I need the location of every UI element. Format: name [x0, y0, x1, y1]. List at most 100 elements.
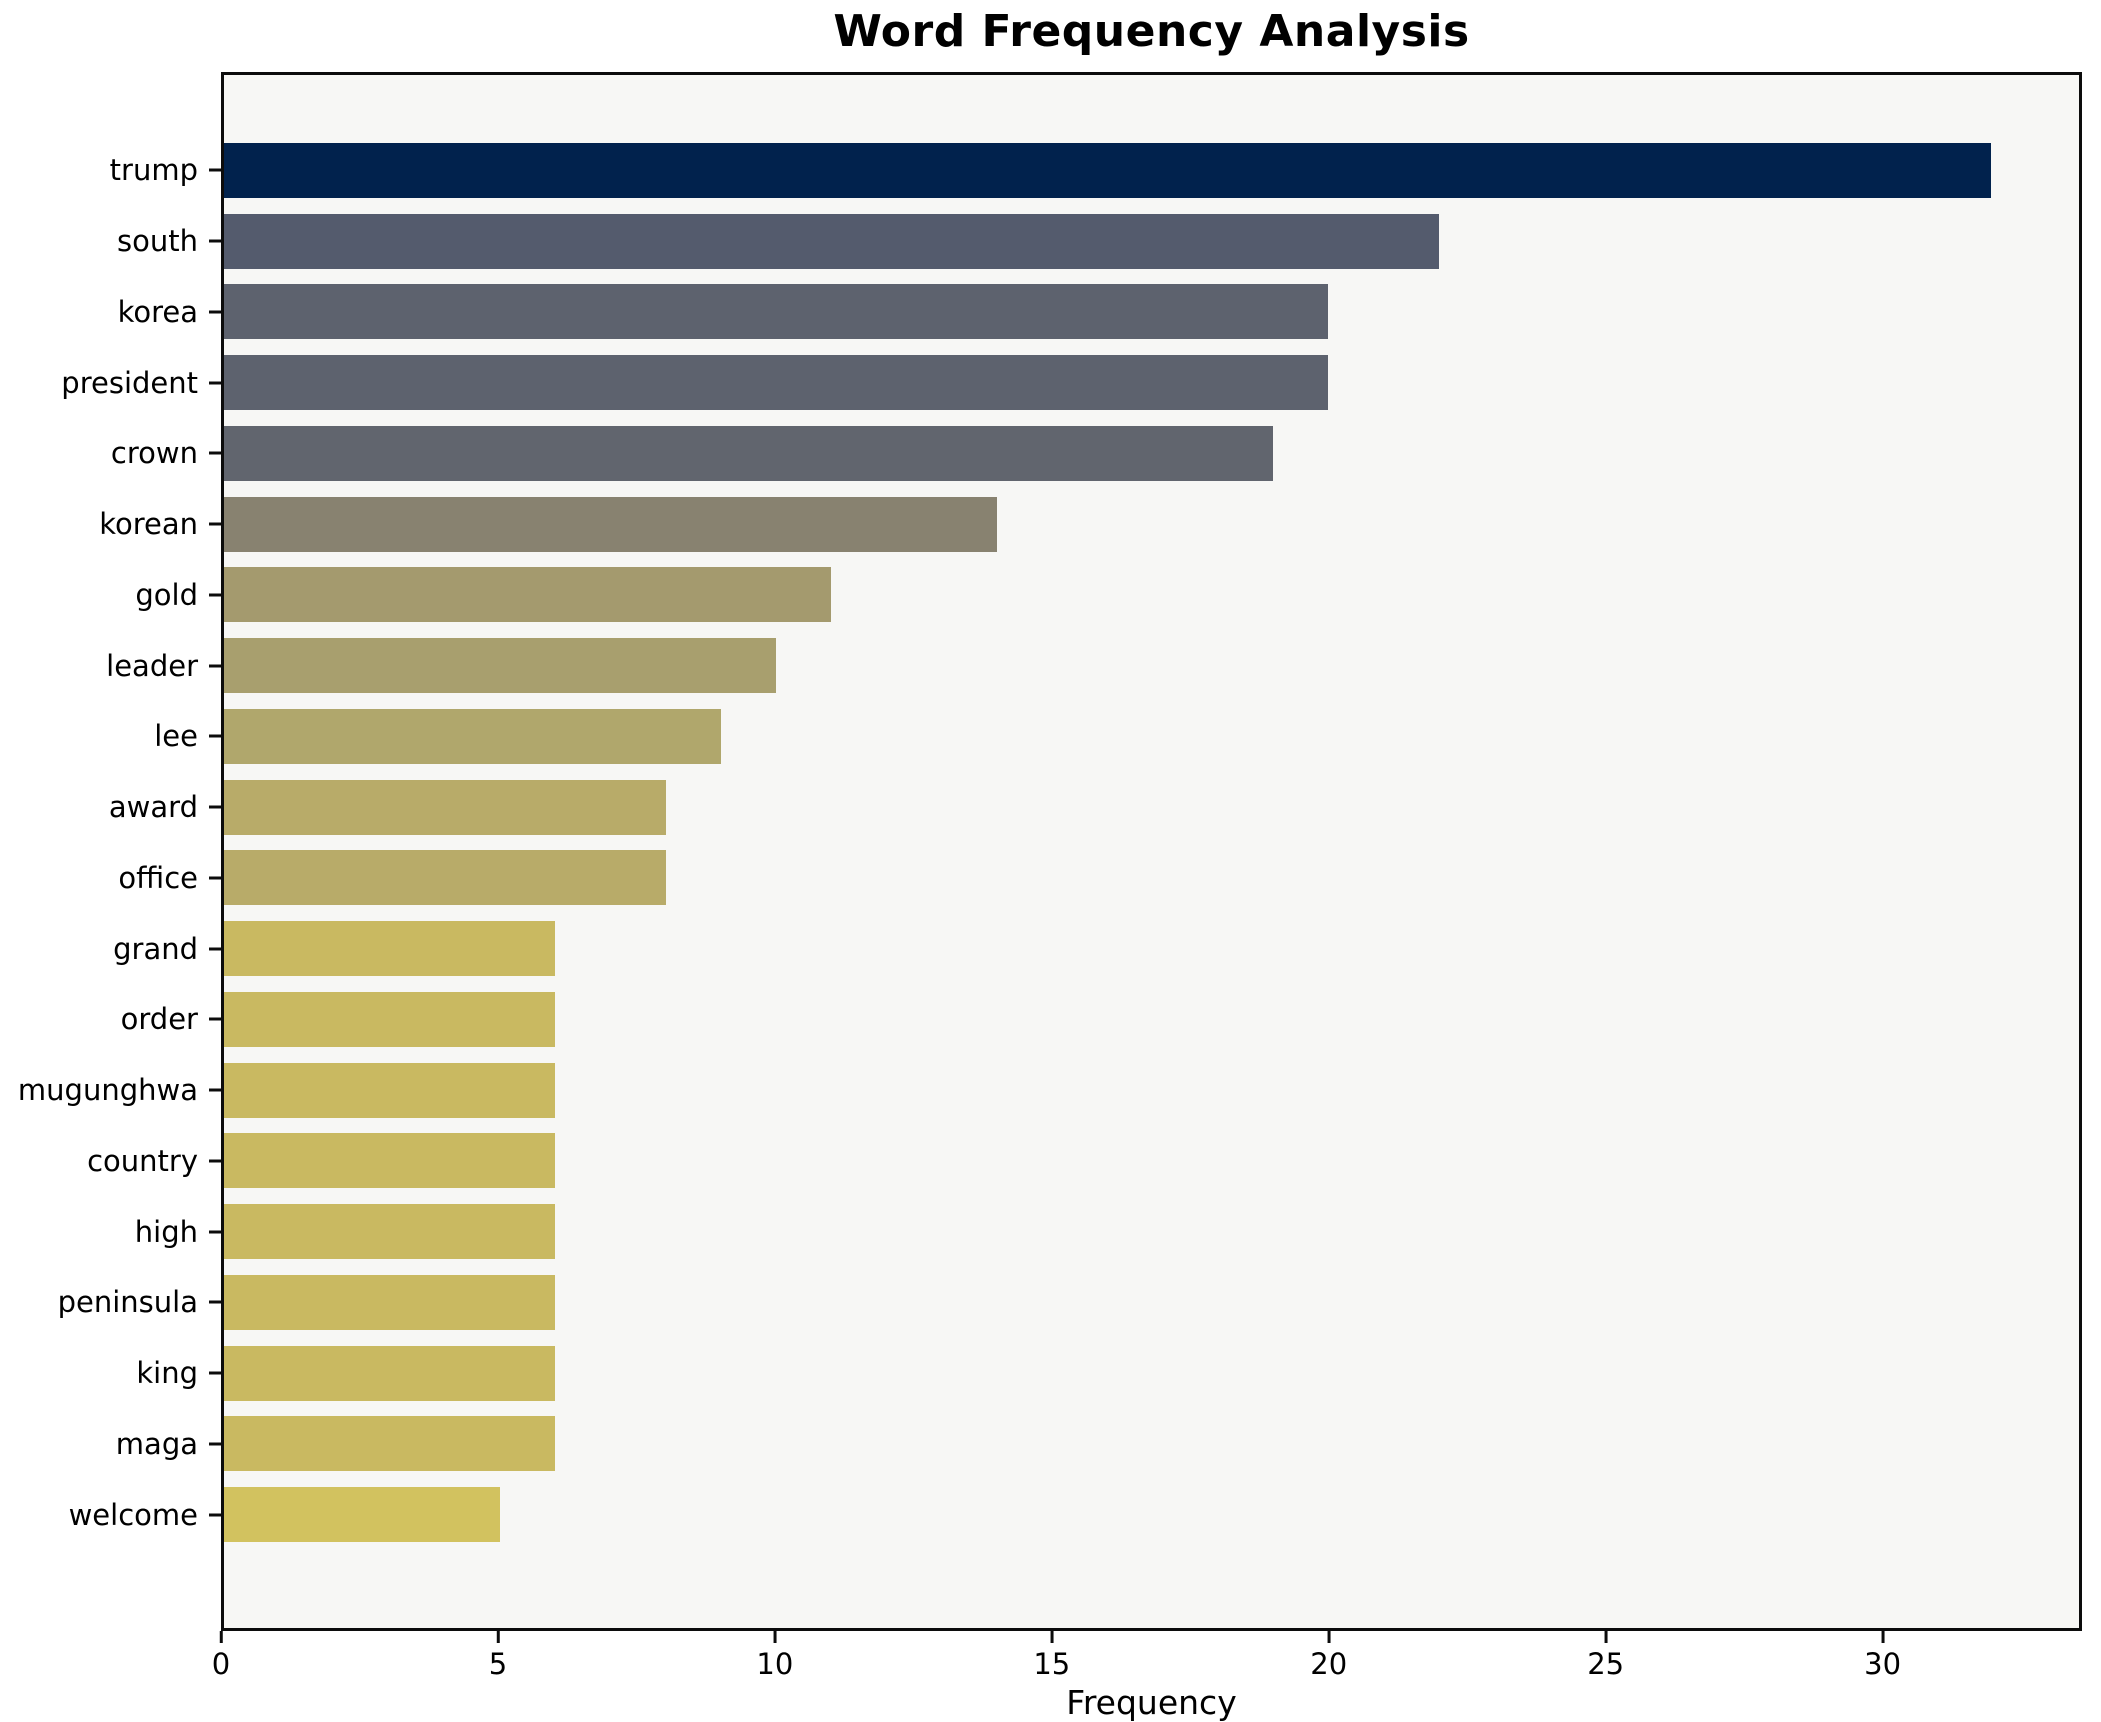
y-tick-mark — [209, 451, 221, 455]
bar-row: korea — [118, 277, 2079, 348]
bar — [224, 425, 1273, 481]
bar — [224, 1204, 556, 1260]
x-tick-mark — [773, 1631, 777, 1643]
bars-container: trump south korea president crown korean gold l… — [18, 135, 2079, 1550]
bar-row: high — [135, 1196, 2079, 1267]
bar — [224, 1487, 501, 1543]
bar — [224, 991, 556, 1047]
y-tick-mark — [209, 1300, 221, 1304]
bar-row: award — [109, 772, 2079, 843]
bar-row: grand — [113, 913, 2079, 984]
bar-row: trump — [110, 135, 2079, 206]
bar-row: gold — [135, 560, 2079, 631]
y-axis-label: maga — [115, 1426, 198, 1461]
bar-row: welcome — [69, 1479, 2079, 1550]
x-tick-mark — [219, 1631, 223, 1643]
y-axis-label: king — [136, 1356, 198, 1391]
y-tick-mark — [209, 947, 221, 951]
y-tick-mark — [209, 876, 221, 880]
y-axis-label: welcome — [68, 1497, 198, 1532]
y-tick-mark — [209, 805, 221, 809]
y-axis-label: office — [118, 860, 198, 895]
x-tick-mark — [1881, 1631, 1885, 1643]
x-tick: 20 — [1310, 1631, 1347, 1681]
y-axis-label: korea — [117, 294, 198, 329]
y-tick-mark — [209, 1159, 221, 1163]
y-axis-label: country — [87, 1143, 198, 1178]
bar-row: korean — [99, 489, 2079, 560]
x-tick-mark — [1327, 1631, 1331, 1643]
y-tick-mark — [209, 1017, 221, 1021]
x-tick: 10 — [756, 1631, 793, 1681]
bar-row: mugunghwa — [18, 1055, 2079, 1126]
bar — [224, 1416, 556, 1472]
x-tick-mark — [496, 1631, 500, 1643]
x-tick-label: 0 — [211, 1647, 231, 1681]
y-axis-label: mugunghwa — [17, 1073, 198, 1108]
bar — [224, 1274, 556, 1330]
y-axis-label: lee — [154, 719, 198, 754]
y-tick-mark — [209, 239, 221, 243]
bar — [224, 921, 556, 977]
x-tick: 0 — [212, 1631, 230, 1681]
bar-row: office — [118, 843, 2079, 914]
y-axis-label: korean — [99, 507, 198, 542]
x-tick-label: 15 — [1033, 1647, 1071, 1681]
y-tick-mark — [209, 734, 221, 738]
y-axis-label: high — [134, 1214, 198, 1249]
bar — [224, 1133, 556, 1189]
y-axis-label: peninsula — [57, 1285, 198, 1320]
y-tick-mark — [209, 310, 221, 314]
x-tick-label: 25 — [1587, 1647, 1625, 1681]
bar — [224, 213, 1439, 269]
y-axis-label: leader — [106, 648, 198, 683]
y-tick-mark — [209, 168, 221, 172]
y-axis-label: order — [120, 1002, 198, 1037]
x-tick: 15 — [1033, 1631, 1070, 1681]
y-tick-mark — [209, 522, 221, 526]
bar — [224, 1062, 556, 1118]
bar-row: order — [121, 984, 2079, 1055]
plot-area: trump south korea president crown korean gold l… — [18, 72, 2082, 1631]
y-tick-mark — [209, 664, 221, 668]
y-tick-mark — [209, 1442, 221, 1446]
bar-row: country — [87, 1126, 2079, 1197]
bar — [224, 850, 666, 906]
bar — [224, 567, 832, 623]
bar — [224, 355, 1329, 411]
bar-row: south — [117, 206, 2079, 277]
y-tick-mark — [209, 1513, 221, 1517]
y-axis-label: crown — [110, 436, 198, 471]
bar-row: lee — [154, 701, 2079, 772]
y-axis-label: gold — [135, 577, 198, 612]
bar — [224, 638, 777, 694]
y-axis-label: trump — [109, 153, 198, 188]
x-tick-label: 10 — [756, 1647, 794, 1681]
x-tick-label: 5 — [488, 1647, 508, 1681]
bar — [224, 496, 997, 552]
bar — [224, 708, 721, 764]
x-tick: 30 — [1864, 1631, 1901, 1681]
x-tick: 25 — [1587, 1631, 1624, 1681]
bar-row: peninsula — [58, 1267, 2079, 1338]
bar-row: king — [136, 1338, 2079, 1409]
x-axis: 0 5 10 15 20 25 30 — [212, 1631, 2082, 1691]
bar — [224, 284, 1329, 340]
y-tick-mark — [209, 1230, 221, 1234]
x-tick: 5 — [489, 1631, 507, 1681]
y-axis-label: award — [108, 790, 198, 825]
x-tick-label: 30 — [1864, 1647, 1902, 1681]
bar — [224, 142, 1991, 198]
bar-row: maga — [116, 1409, 2079, 1480]
y-tick-mark — [209, 1088, 221, 1092]
y-axis-label: grand — [113, 931, 198, 966]
y-tick-mark — [209, 381, 221, 385]
y-axis-label: south — [117, 224, 198, 259]
bar-row: crown — [111, 418, 2079, 489]
bar-row: leader — [106, 630, 2079, 701]
y-tick-mark — [209, 593, 221, 597]
x-tick-mark — [1604, 1631, 1608, 1643]
x-axis-title: Frequency — [1066, 1683, 1237, 1722]
bar — [224, 779, 666, 835]
